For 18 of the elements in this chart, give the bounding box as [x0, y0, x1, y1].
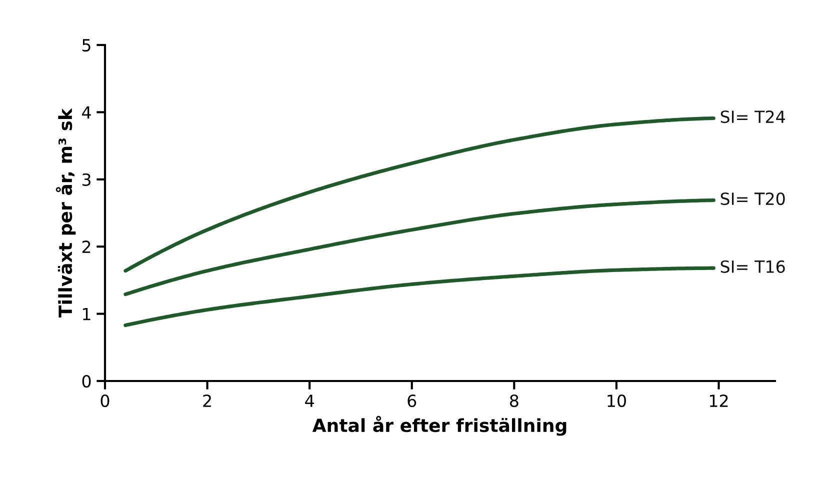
y-tick-label: 4: [82, 106, 91, 119]
y-tick-label: 5: [82, 39, 90, 52]
x-tick-label: 6: [408, 394, 416, 408]
y-tick-label: 2: [82, 240, 90, 253]
series-label: SI= T16: [720, 260, 785, 273]
x-tick-label: 12: [710, 394, 728, 407]
x-tick-label: 0: [100, 394, 110, 408]
y-tick-label: 3: [82, 173, 90, 186]
y-axis-title: Tillväxt per år, m³ sk: [56, 108, 76, 318]
x-tick-label: 8: [510, 394, 518, 408]
series-label: SI= T20: [720, 192, 785, 206]
y-tick-label: 0: [82, 374, 91, 388]
x-tick-label: 2: [203, 394, 211, 407]
x-axis-title: Antal år efter friställning: [312, 416, 566, 436]
x-tick-label: 4: [305, 394, 314, 407]
series-label: SI= T24: [720, 110, 785, 124]
x-tick-label: 10: [608, 394, 626, 408]
y-tick-label: 1: [83, 308, 90, 320]
